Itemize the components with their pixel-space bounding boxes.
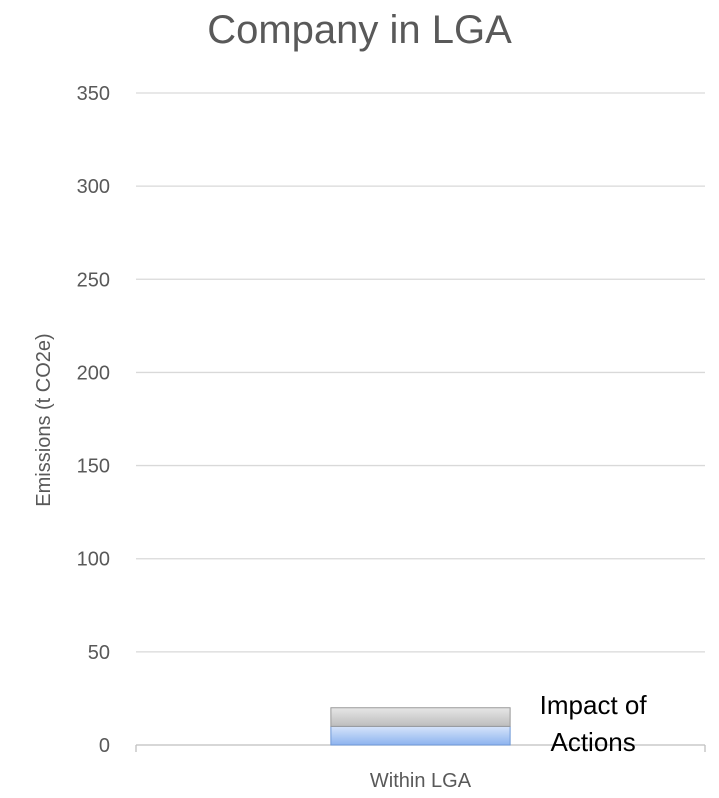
y-tick-label: 50: [88, 642, 110, 664]
bar-segment: [330, 707, 511, 727]
y-tick-label: 200: [77, 362, 110, 384]
y-tick-label: 0: [99, 735, 110, 757]
annotations: Impact of Actions: [540, 690, 648, 757]
y-axis-ticks: 0 50 100 150 200 250 300 350: [77, 83, 110, 757]
bar-segment: [330, 725, 511, 746]
annotation-line: Actions: [550, 727, 635, 757]
x-axis-categories: Within LGA: [370, 770, 472, 792]
x-category-label: Within LGA: [370, 770, 472, 792]
gridlines: [135, 92, 706, 752]
annotation-line: Impact of: [540, 690, 648, 720]
y-axis-label: Emissions (t CO2e): [33, 333, 55, 506]
bars: [330, 707, 511, 746]
y-tick-label: 150: [77, 456, 110, 478]
y-tick-label: 100: [77, 549, 110, 571]
y-tick-label: 350: [77, 83, 110, 105]
y-tick-label: 300: [77, 176, 110, 198]
y-tick-label: 250: [77, 269, 110, 291]
chart-title: Company in LGA: [207, 8, 512, 52]
